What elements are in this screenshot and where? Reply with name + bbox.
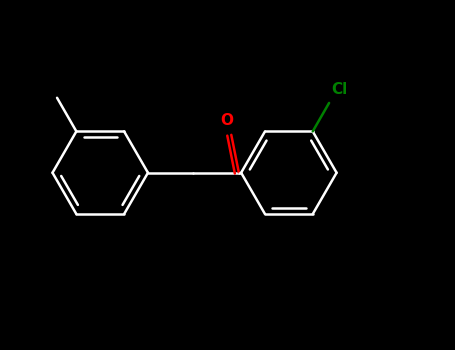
Text: Cl: Cl [331, 83, 348, 97]
Text: O: O [220, 113, 233, 128]
